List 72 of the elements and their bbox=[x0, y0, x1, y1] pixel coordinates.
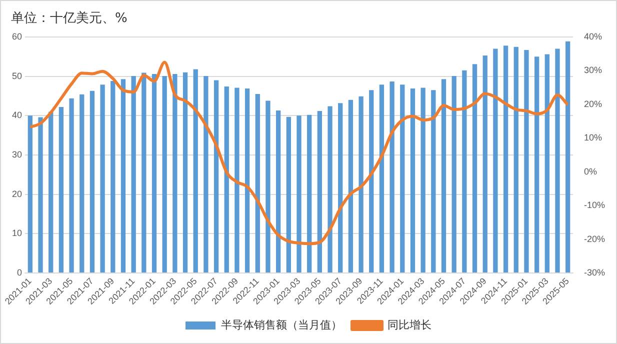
y2-tick-label: -20% bbox=[584, 234, 606, 244]
y2-tick-label: 0% bbox=[584, 166, 598, 176]
bar bbox=[142, 72, 146, 273]
bar bbox=[182, 72, 188, 273]
bar bbox=[358, 96, 364, 273]
y-tick-label: 10 bbox=[12, 228, 22, 238]
bar bbox=[400, 84, 405, 273]
bar bbox=[441, 79, 446, 273]
bar bbox=[172, 74, 178, 273]
y2-tick-label: 10% bbox=[584, 132, 602, 143]
bar bbox=[131, 76, 136, 273]
y-tick-label: 40 bbox=[12, 110, 22, 120]
bar bbox=[255, 94, 260, 273]
bar bbox=[296, 116, 302, 273]
bar bbox=[193, 69, 198, 273]
bar bbox=[152, 74, 157, 273]
bar bbox=[338, 103, 343, 273]
bar bbox=[286, 116, 291, 273]
bar bbox=[348, 100, 354, 273]
bar bbox=[28, 116, 33, 273]
bar bbox=[390, 81, 394, 273]
bar bbox=[534, 56, 540, 273]
legend-label: 半导体销售额（当月值） bbox=[221, 318, 342, 332]
bar bbox=[379, 84, 384, 273]
chart-title: 单位：十亿美元、% bbox=[11, 10, 128, 27]
bar bbox=[244, 88, 250, 273]
bar bbox=[204, 76, 208, 273]
bar bbox=[224, 86, 229, 273]
bar bbox=[514, 46, 518, 273]
line-series bbox=[28, 60, 570, 246]
bar bbox=[544, 54, 550, 273]
y-tick-label: 30 bbox=[12, 149, 22, 160]
bar bbox=[80, 94, 84, 273]
y-tick-label: 0 bbox=[16, 267, 22, 278]
y2-tick-label: 20% bbox=[584, 98, 602, 109]
bar bbox=[90, 90, 95, 273]
bar bbox=[472, 64, 478, 273]
bar bbox=[38, 117, 43, 273]
bar bbox=[307, 114, 312, 273]
bar bbox=[493, 48, 498, 273]
bar bbox=[69, 98, 74, 273]
bar bbox=[503, 46, 508, 273]
bar bbox=[110, 81, 116, 273]
y2-tick-label: -30% bbox=[584, 267, 606, 278]
bar bbox=[48, 112, 54, 273]
bar bbox=[420, 88, 426, 273]
bar bbox=[431, 90, 436, 273]
y2-tick-label: -10% bbox=[584, 200, 606, 210]
y-tick-label: 60 bbox=[12, 31, 22, 42]
bar bbox=[410, 88, 416, 273]
bar bbox=[266, 100, 270, 273]
legend-label: 同比增长 bbox=[388, 318, 432, 332]
bar bbox=[162, 76, 167, 273]
bar bbox=[482, 55, 488, 273]
bar bbox=[120, 79, 126, 273]
bar bbox=[462, 70, 467, 273]
bar bbox=[100, 84, 105, 273]
bar bbox=[565, 41, 570, 273]
bar bbox=[58, 107, 64, 273]
bar bbox=[452, 76, 456, 273]
y2-tick-label: 40% bbox=[584, 31, 602, 42]
bar bbox=[524, 50, 529, 273]
bar bbox=[234, 88, 240, 273]
bar bbox=[317, 110, 322, 273]
bar bbox=[276, 110, 281, 273]
y-tick-label: 20 bbox=[12, 188, 22, 199]
y-tick-label: 50 bbox=[12, 70, 22, 81]
y2-tick-label: 30% bbox=[584, 65, 602, 76]
bar bbox=[214, 80, 219, 273]
bar bbox=[369, 90, 374, 273]
bar bbox=[328, 106, 332, 273]
bar bbox=[555, 48, 560, 273]
